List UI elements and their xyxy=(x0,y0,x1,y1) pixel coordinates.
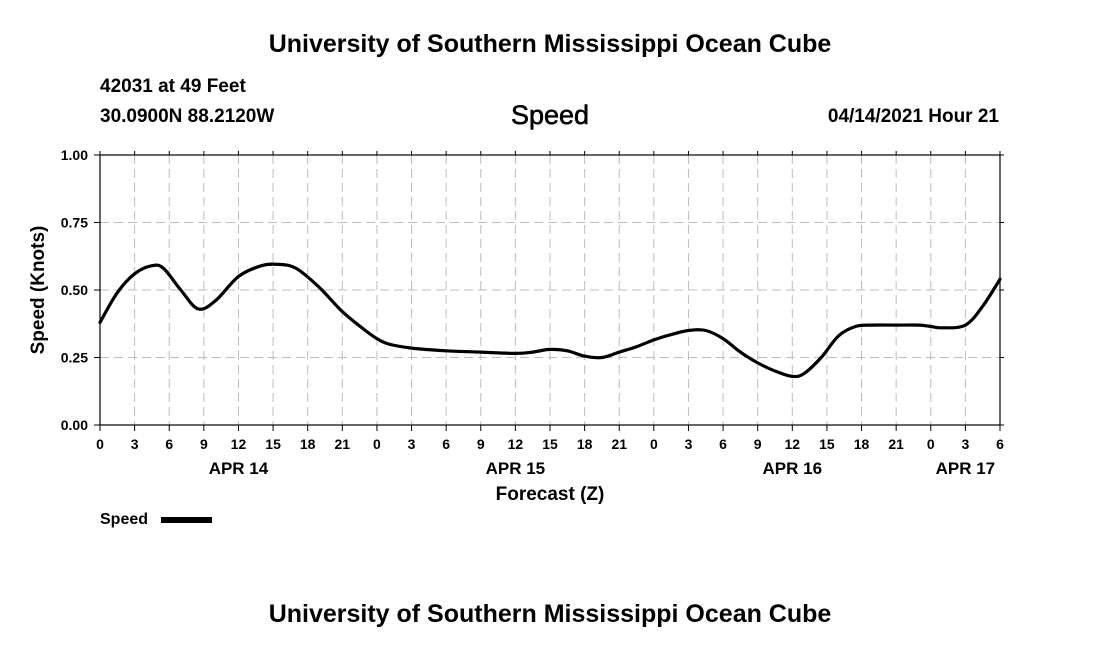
x-tick-label: 21 xyxy=(335,436,351,452)
x-tick-label: 0 xyxy=(927,436,935,452)
x-tick-label: 0 xyxy=(650,436,658,452)
legend-line-swatch xyxy=(161,517,212,523)
date-label: APR 15 xyxy=(486,459,546,478)
x-tick-label: 6 xyxy=(719,436,727,452)
speed-series-line xyxy=(98,262,1002,379)
axis-ticks xyxy=(94,151,1004,431)
y-tick-label: 0.50 xyxy=(61,282,88,298)
date-label: APR 17 xyxy=(936,459,996,478)
legend-label: Speed xyxy=(100,511,148,528)
x-tick-label: 9 xyxy=(477,436,485,452)
x-tick-label: 9 xyxy=(200,436,208,452)
x-tick-label: 6 xyxy=(165,436,173,452)
x-tick-label: 3 xyxy=(961,436,969,452)
x-tick-label: 0 xyxy=(373,436,381,452)
forecast-datetime: 04/14/2021 Hour 21 xyxy=(827,106,999,127)
x-tick-label: 18 xyxy=(300,436,316,452)
x-tick-label: 21 xyxy=(888,436,904,452)
x-tick-label: 0 xyxy=(96,436,104,452)
x-tick-label: 18 xyxy=(854,436,870,452)
x-axis-label: Forecast (Z) xyxy=(496,484,605,505)
date-label: APR 14 xyxy=(209,459,269,478)
x-tick-label: 15 xyxy=(819,436,835,452)
x-tick-label: 6 xyxy=(996,436,1004,452)
chart-bottom-title: University of Southern Mississippi Ocean… xyxy=(268,600,832,628)
x-tick-label: 3 xyxy=(408,436,416,452)
y-tick-label: 1.00 xyxy=(61,147,88,163)
grid-lines xyxy=(100,155,1000,425)
x-tick-label: 6 xyxy=(442,436,450,452)
x-tick-label: 12 xyxy=(785,436,801,452)
x-tick-label: 18 xyxy=(577,436,593,452)
chart-top-title: University of Southern Mississippi Ocean… xyxy=(268,30,832,58)
x-tick-label: 3 xyxy=(131,436,139,452)
x-tick-label: 12 xyxy=(508,436,524,452)
station-coordinates: 30.0900N 88.2120W xyxy=(100,106,275,127)
y-tick-labels: 0.00 0.25 0.50 0.75 1.00 xyxy=(61,147,88,433)
station-label: 42031 at 49 Feet xyxy=(100,76,246,97)
x-tick-label: 15 xyxy=(265,436,281,452)
x-tick-label: 9 xyxy=(754,436,762,452)
date-labels: APR 14 APR 15 APR 16 APR 17 xyxy=(209,459,995,478)
x-tick-label: 3 xyxy=(685,436,693,452)
y-tick-label: 0.75 xyxy=(61,215,88,231)
x-tick-labels: 0 3 6 9 12 15 18 21 0 3 6 9 12 15 18 21 0 3 6 9 12 15 18 21 0 3 6 xyxy=(96,436,1004,452)
y-tick-label: 0.00 xyxy=(61,417,88,433)
x-tick-label: 12 xyxy=(231,436,247,452)
y-axis-label: Speed (Knots) xyxy=(28,226,49,355)
variable-title: Speed xyxy=(510,100,590,131)
x-tick-label: 21 xyxy=(611,436,627,452)
x-tick-label: 15 xyxy=(542,436,558,452)
y-tick-label: 0.25 xyxy=(61,350,88,366)
date-label: APR 16 xyxy=(763,459,823,478)
